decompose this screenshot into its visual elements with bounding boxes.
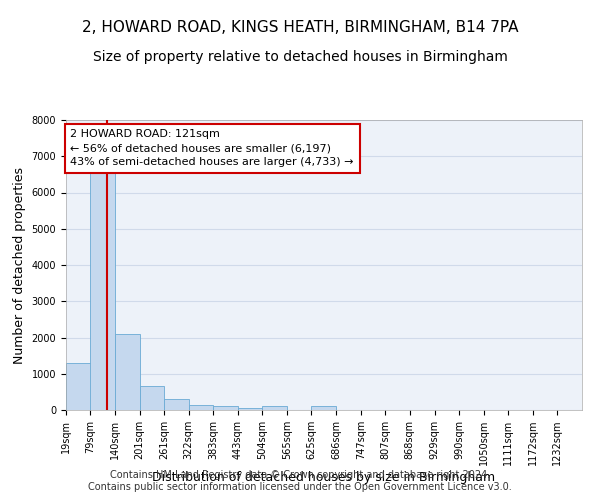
Text: Size of property relative to detached houses in Birmingham: Size of property relative to detached ho… (92, 50, 508, 64)
Text: 2, HOWARD ROAD, KINGS HEATH, BIRMINGHAM, B14 7PA: 2, HOWARD ROAD, KINGS HEATH, BIRMINGHAM,… (82, 20, 518, 35)
Bar (115, 334, 140, 410)
Bar (189, 404, 214, 410)
Bar (164, 399, 189, 410)
Text: Contains HM Land Registry data © Crown copyright and database right 2024.: Contains HM Land Registry data © Crown c… (110, 470, 490, 480)
Text: 2 HOWARD ROAD: 121sqm
← 56% of detached houses are smaller (6,197)
43% of semi-d: 2 HOWARD ROAD: 121sqm ← 56% of detached … (70, 129, 354, 167)
Bar (238, 408, 262, 410)
Bar (214, 406, 238, 410)
Bar (311, 406, 336, 410)
Y-axis label: Number of detached properties: Number of detached properties (13, 166, 26, 364)
Bar (66, 363, 91, 410)
Bar (262, 406, 287, 410)
Bar (91, 171, 115, 410)
X-axis label: Distribution of detached houses by size in Birmingham: Distribution of detached houses by size … (152, 471, 496, 484)
Text: Contains public sector information licensed under the Open Government Licence v3: Contains public sector information licen… (88, 482, 512, 492)
Bar (140, 386, 164, 410)
